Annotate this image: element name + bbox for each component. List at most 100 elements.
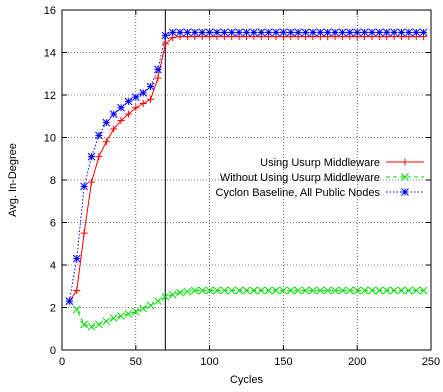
data-point bbox=[242, 286, 251, 295]
data-point bbox=[117, 312, 125, 320]
data-point bbox=[242, 28, 251, 37]
data-point bbox=[286, 28, 295, 37]
data-point bbox=[176, 28, 184, 37]
data-point bbox=[390, 286, 398, 295]
data-point bbox=[102, 138, 110, 146]
data-point bbox=[257, 28, 266, 37]
data-point bbox=[382, 28, 391, 37]
data-point bbox=[360, 28, 369, 37]
series-layer bbox=[65, 28, 428, 331]
data-point bbox=[353, 28, 362, 37]
y-tick-label: 8 bbox=[50, 175, 56, 187]
data-point bbox=[375, 286, 384, 295]
data-point bbox=[316, 286, 325, 295]
data-point bbox=[227, 286, 236, 295]
data-point bbox=[102, 118, 111, 127]
legend-swatch-marker bbox=[401, 173, 409, 181]
data-point bbox=[168, 290, 177, 299]
series-2 bbox=[65, 286, 428, 331]
data-point bbox=[110, 125, 118, 133]
x-tick-label: 0 bbox=[59, 356, 65, 368]
data-point bbox=[309, 286, 317, 295]
y-tick-label: 14 bbox=[44, 48, 56, 60]
data-point bbox=[154, 65, 162, 74]
data-point bbox=[345, 286, 354, 295]
x-tick-label: 150 bbox=[274, 356, 292, 368]
legend-label: Using Usurp Middleware bbox=[260, 157, 380, 169]
data-point bbox=[360, 286, 369, 295]
data-point bbox=[117, 103, 125, 112]
data-point bbox=[368, 286, 376, 295]
data-point bbox=[257, 286, 266, 295]
data-point bbox=[331, 28, 339, 37]
data-point bbox=[301, 28, 310, 37]
data-point bbox=[279, 28, 288, 37]
data-point bbox=[132, 104, 140, 112]
data-point bbox=[316, 28, 325, 37]
data-point bbox=[397, 286, 406, 295]
data-point bbox=[213, 286, 221, 295]
data-point bbox=[301, 286, 310, 295]
data-point bbox=[323, 28, 332, 37]
data-point bbox=[338, 28, 347, 37]
data-point bbox=[80, 229, 88, 237]
data-point bbox=[139, 89, 148, 97]
data-point bbox=[235, 286, 243, 295]
data-point bbox=[294, 28, 303, 37]
data-point bbox=[124, 110, 132, 118]
data-point bbox=[109, 314, 118, 322]
x-tick-label: 200 bbox=[348, 356, 366, 368]
data-point bbox=[147, 95, 155, 103]
x-tick-label: 100 bbox=[200, 356, 218, 368]
data-point bbox=[168, 28, 177, 37]
data-point bbox=[375, 28, 384, 37]
y-tick-label: 2 bbox=[50, 303, 56, 315]
data-point bbox=[95, 131, 103, 140]
data-point bbox=[205, 28, 214, 37]
data-point bbox=[345, 28, 354, 37]
data-point bbox=[205, 286, 214, 295]
data-point bbox=[412, 286, 421, 295]
data-point bbox=[124, 310, 133, 318]
data-point bbox=[72, 305, 81, 314]
series-line bbox=[69, 290, 424, 328]
data-point bbox=[412, 28, 421, 37]
data-point bbox=[353, 286, 362, 295]
legend: Using Usurp Middleware Without Using Usur… bbox=[216, 157, 424, 199]
legend-swatch-marker bbox=[401, 188, 409, 196]
data-point bbox=[87, 322, 96, 331]
data-point bbox=[250, 286, 258, 295]
y-tick-label: 6 bbox=[50, 218, 56, 230]
data-point bbox=[146, 301, 155, 310]
data-point bbox=[323, 286, 332, 295]
data-point bbox=[419, 286, 428, 295]
data-point bbox=[139, 100, 147, 107]
data-point bbox=[183, 28, 192, 37]
y-tick-label: 4 bbox=[50, 260, 56, 272]
data-point bbox=[309, 28, 317, 37]
data-point bbox=[419, 28, 428, 37]
y-tick-label: 10 bbox=[44, 133, 56, 145]
data-point bbox=[65, 297, 74, 305]
data-point bbox=[250, 28, 258, 37]
data-point bbox=[213, 28, 221, 37]
data-point bbox=[272, 286, 280, 295]
legend-swatch-marker bbox=[401, 158, 409, 166]
data-point bbox=[117, 117, 125, 124]
legend-label: Without Using Usurp Middleware bbox=[220, 172, 380, 184]
data-point bbox=[264, 28, 273, 37]
y-axis-label: Avg. In-Degree bbox=[7, 143, 19, 217]
data-point bbox=[146, 82, 155, 91]
data-point bbox=[190, 286, 199, 295]
data-point bbox=[183, 287, 192, 296]
data-point bbox=[279, 286, 288, 295]
data-point bbox=[220, 28, 229, 37]
data-point bbox=[161, 40, 169, 48]
data-point bbox=[286, 286, 295, 295]
data-point bbox=[338, 286, 347, 295]
data-point bbox=[368, 28, 376, 37]
data-point bbox=[109, 110, 118, 118]
y-tick-label: 16 bbox=[44, 5, 56, 17]
data-point bbox=[331, 286, 339, 295]
data-point bbox=[405, 28, 413, 37]
